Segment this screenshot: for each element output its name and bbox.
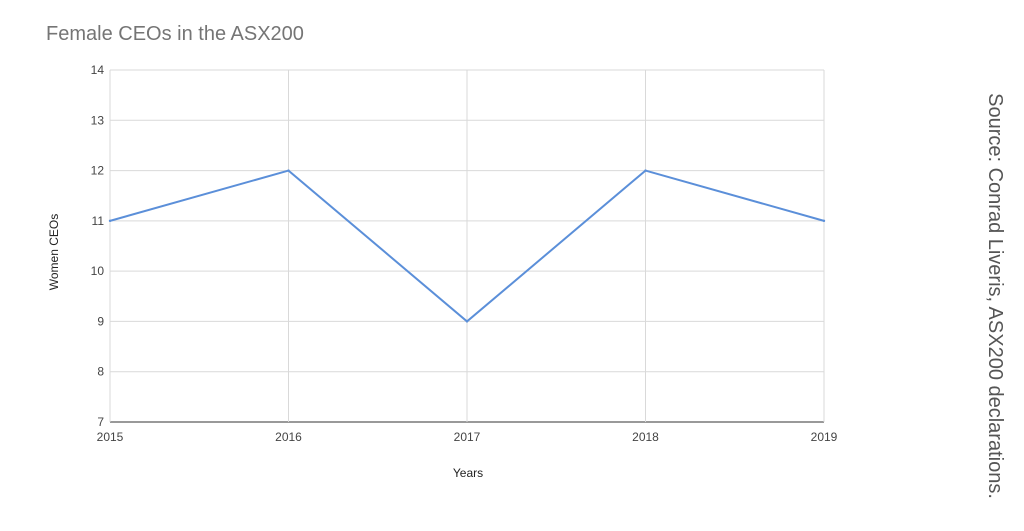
y-tick-label: 10 bbox=[91, 264, 105, 278]
data-point bbox=[644, 169, 647, 172]
x-tick-label: 2016 bbox=[275, 430, 302, 444]
y-tick-label: 7 bbox=[97, 415, 104, 429]
y-tick-label: 12 bbox=[91, 164, 105, 178]
y-tick-label: 11 bbox=[92, 214, 105, 228]
data-point bbox=[465, 320, 469, 323]
y-tick-label: 8 bbox=[97, 365, 104, 379]
x-tick-label: 2019 bbox=[811, 430, 838, 444]
x-axis-ticks: 2015 2016 2017 2018 2019 bbox=[97, 430, 838, 444]
x-tick-label: 2018 bbox=[632, 430, 659, 444]
data-point bbox=[822, 219, 826, 223]
source-note: Source: Conrad Liveris, ASX200 declarati… bbox=[984, 93, 1006, 499]
grid bbox=[109, 69, 825, 423]
chart-title: Female CEOs in the ASX200 bbox=[46, 23, 304, 45]
y-axis-ticks: 7 8 9 10 11 12 13 14 bbox=[91, 63, 105, 429]
y-tick-label: 13 bbox=[91, 113, 105, 127]
x-axis-label: Years bbox=[453, 466, 483, 480]
data-point bbox=[287, 169, 290, 172]
y-axis-label: Women CEOs bbox=[47, 214, 61, 290]
y-tick-label: 9 bbox=[97, 314, 104, 328]
x-tick-label: 2017 bbox=[454, 430, 481, 444]
data-point bbox=[108, 219, 112, 223]
y-tick-label: 14 bbox=[91, 63, 105, 77]
series-layer bbox=[108, 169, 826, 323]
x-tick-label: 2015 bbox=[97, 430, 124, 444]
